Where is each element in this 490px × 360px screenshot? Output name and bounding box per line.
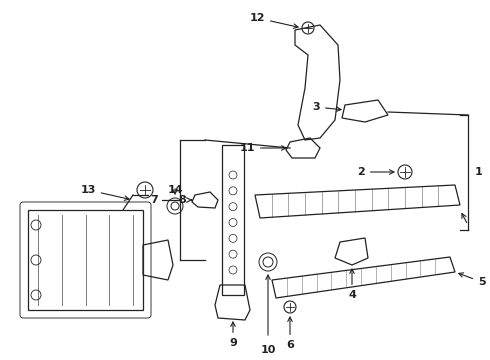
Text: 2: 2 bbox=[357, 167, 394, 177]
Text: 4: 4 bbox=[348, 269, 356, 300]
Text: 6: 6 bbox=[286, 317, 294, 350]
Text: 1: 1 bbox=[475, 167, 483, 177]
Text: 13: 13 bbox=[80, 185, 129, 200]
Text: 7: 7 bbox=[150, 195, 158, 205]
Text: 14: 14 bbox=[167, 185, 183, 195]
Text: 9: 9 bbox=[229, 322, 237, 348]
Text: 11: 11 bbox=[240, 143, 286, 153]
Text: 8: 8 bbox=[178, 195, 192, 205]
Text: 12: 12 bbox=[249, 13, 298, 28]
Bar bbox=[28, 210, 143, 310]
Text: 10: 10 bbox=[260, 345, 276, 355]
Text: 5: 5 bbox=[459, 273, 486, 287]
Text: 3: 3 bbox=[313, 102, 341, 112]
